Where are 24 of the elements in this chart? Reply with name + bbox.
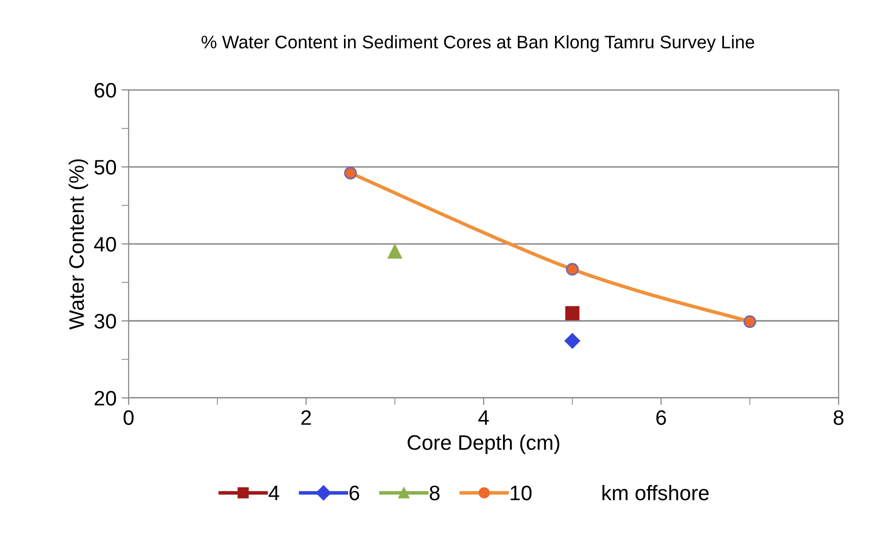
y-tick-label: 20	[94, 390, 116, 406]
y-tick-label: 30	[94, 314, 116, 329]
point	[743, 315, 756, 328]
point	[565, 306, 580, 320]
y-tick-label: 50	[94, 160, 116, 175]
y-tick-label: 40	[94, 236, 116, 252]
point	[566, 262, 579, 276]
x-tick-label: 2	[301, 410, 311, 425]
legend-label: 10	[510, 486, 532, 500]
point	[388, 244, 402, 259]
point	[564, 333, 580, 349]
legend-label: 6	[350, 486, 360, 500]
legend-title: km offshore	[602, 485, 709, 500]
y-tick-label: 60	[94, 82, 116, 98]
x-tick-label: 4	[478, 410, 489, 425]
x-tick-label: 6	[656, 410, 666, 425]
x-tick-label: 8	[834, 410, 844, 425]
x-tick-label: 0	[124, 410, 134, 425]
point	[344, 166, 357, 180]
legend-label: 8	[430, 486, 440, 500]
legend-label: 4	[268, 486, 280, 500]
chart-title: % Water Content in Sediment Cores at Ban Klong Tamru Survey Line	[202, 35, 754, 52]
y-axis-title: Water Content (%)	[68, 159, 88, 330]
x-axis-title: Core Depth (cm)	[408, 434, 560, 454]
